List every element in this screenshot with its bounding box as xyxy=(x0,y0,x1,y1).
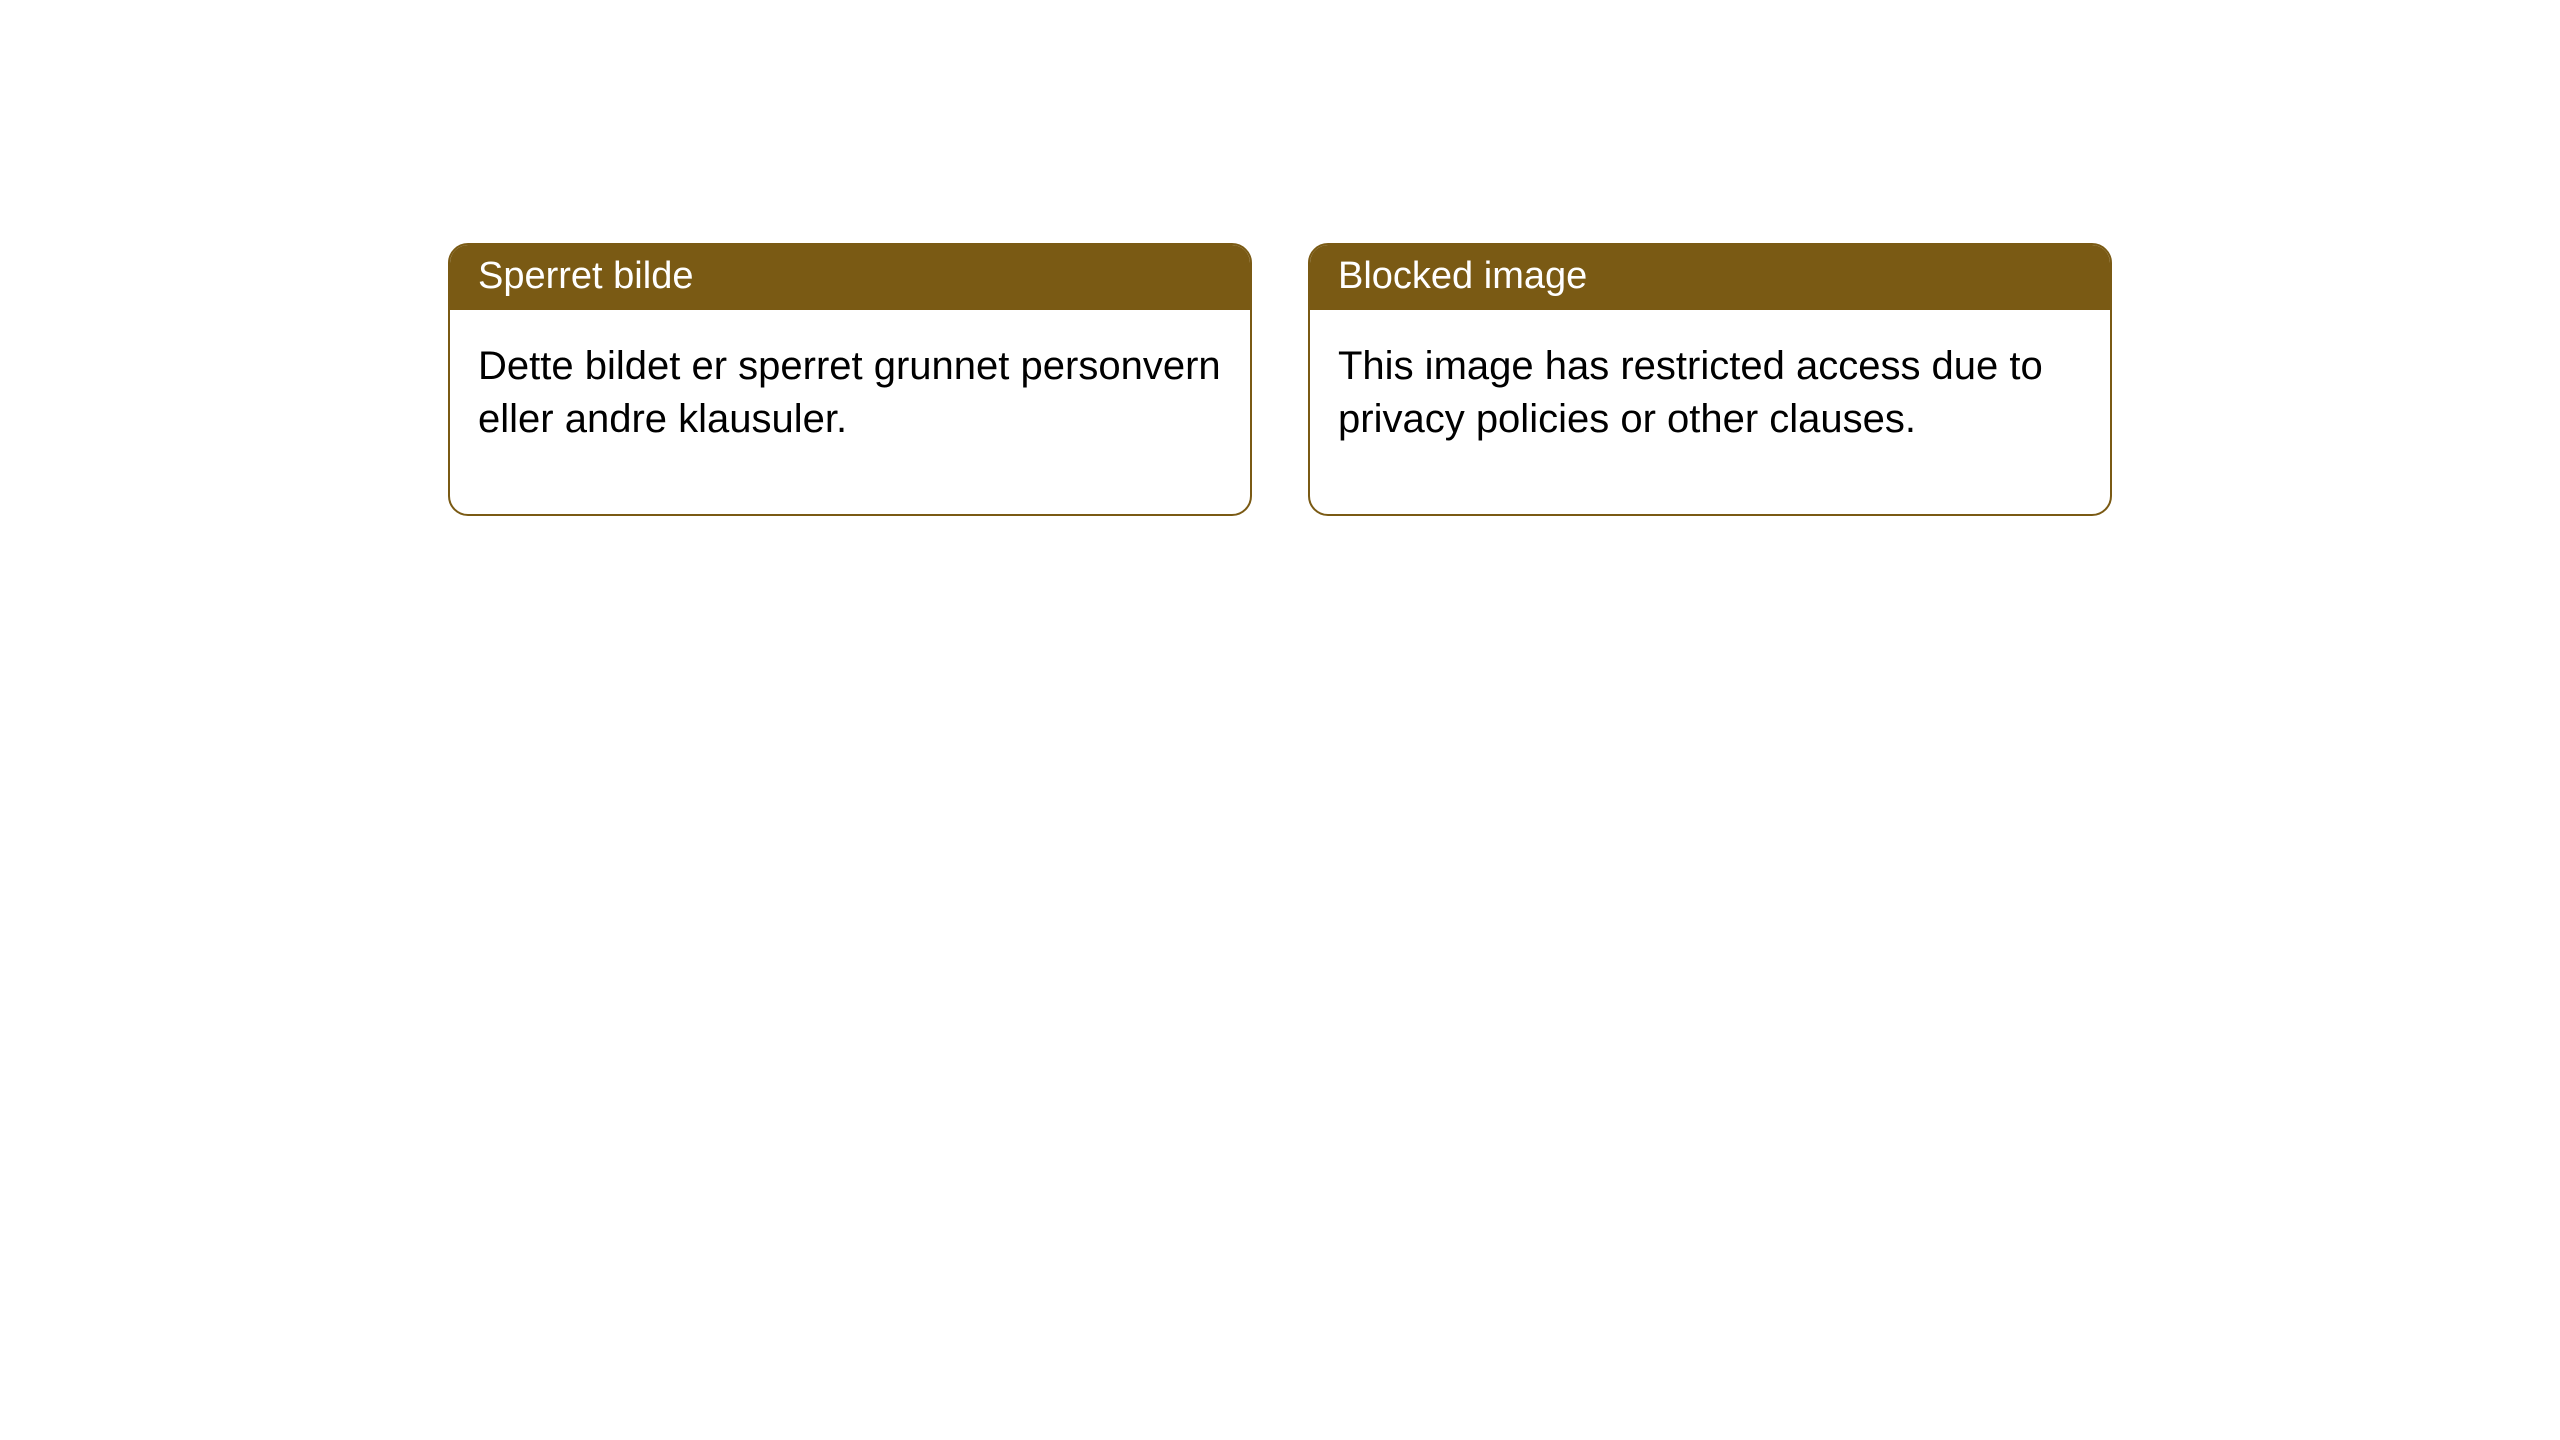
card-header: Blocked image xyxy=(1310,245,2110,310)
card-body-text: Dette bildet er sperret grunnet personve… xyxy=(478,340,1222,446)
notice-cards-container: Sperret bilde Dette bildet er sperret gr… xyxy=(448,243,2112,516)
card-body: This image has restricted access due to … xyxy=(1310,310,2110,514)
card-header: Sperret bilde xyxy=(450,245,1250,310)
notice-card-english: Blocked image This image has restricted … xyxy=(1308,243,2112,516)
card-body-text: This image has restricted access due to … xyxy=(1338,340,2082,446)
notice-card-norwegian: Sperret bilde Dette bildet er sperret gr… xyxy=(448,243,1252,516)
card-body: Dette bildet er sperret grunnet personve… xyxy=(450,310,1250,514)
card-title: Blocked image xyxy=(1338,255,1587,297)
card-title: Sperret bilde xyxy=(478,255,693,297)
